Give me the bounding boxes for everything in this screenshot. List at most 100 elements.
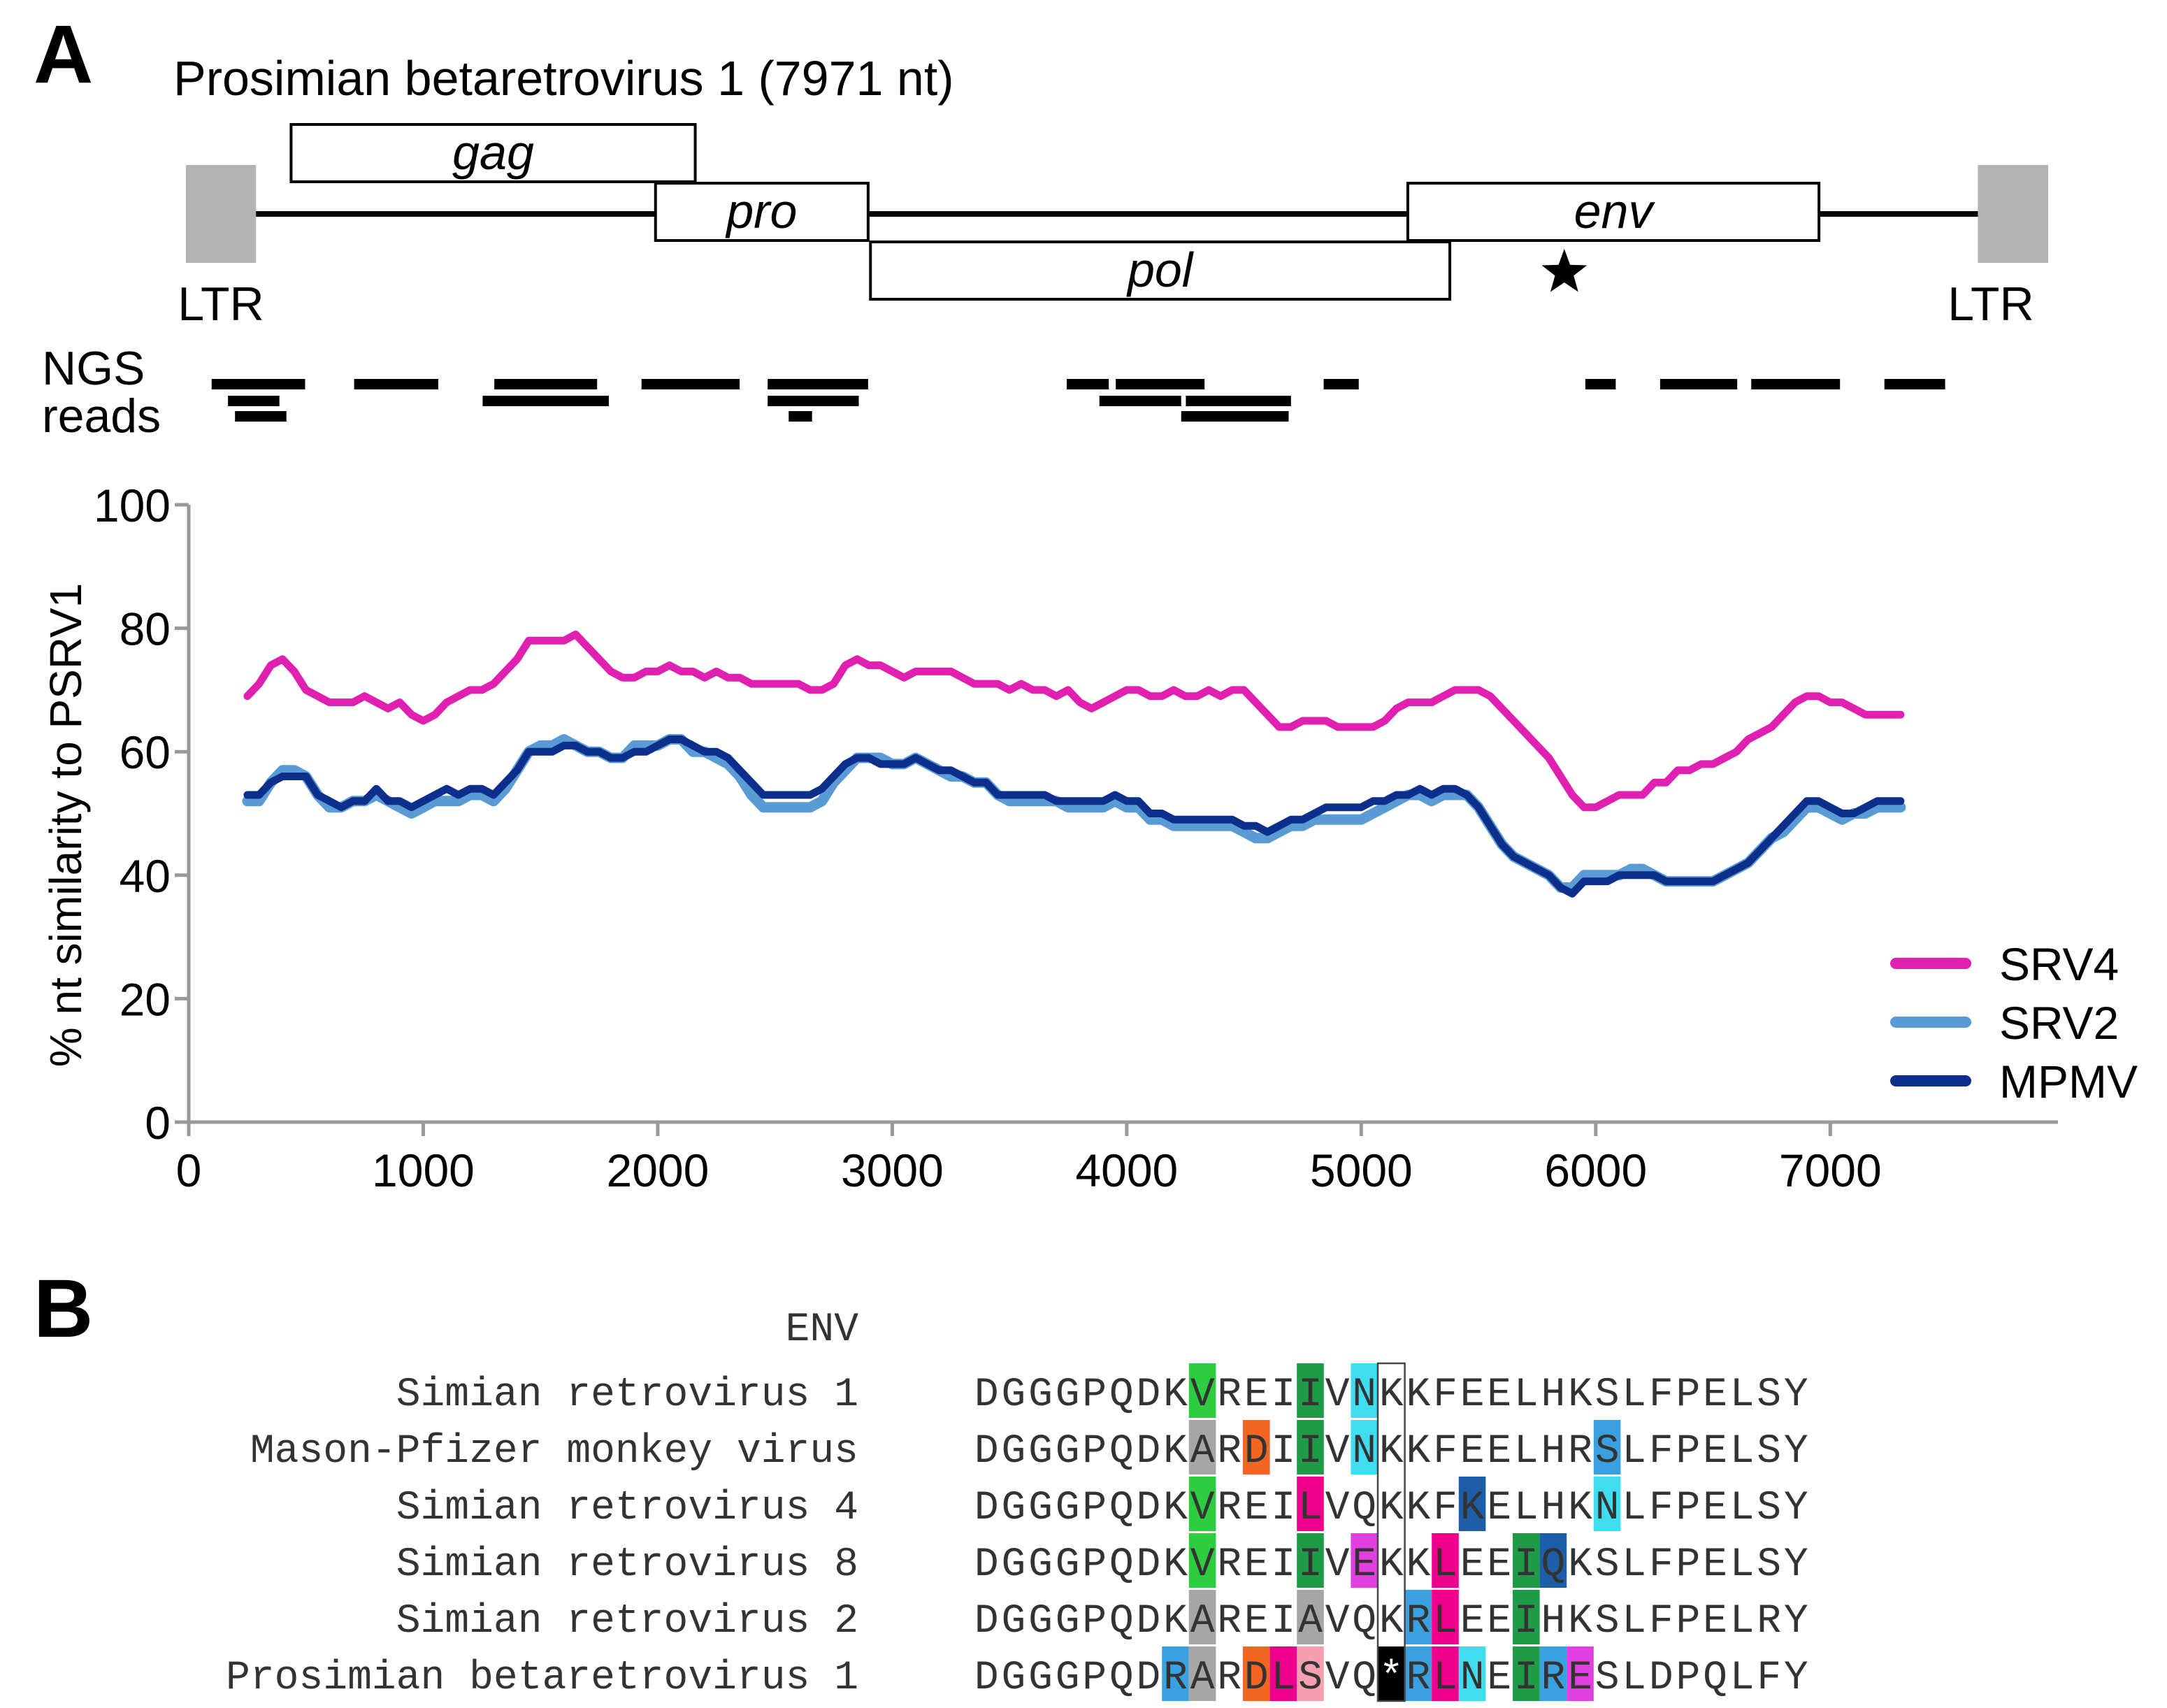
ngs-read [1660, 379, 1738, 389]
residue: N [1352, 1429, 1376, 1474]
residue: D [1244, 1656, 1269, 1701]
genome-title: Prosimian betaretrovirus 1 (7971 nt) [173, 51, 954, 106]
residue-highlight [1297, 1590, 1324, 1644]
ngs-read [1323, 379, 1359, 389]
ngs-label-line1: NGS [42, 342, 145, 395]
residue: G [1056, 1429, 1080, 1474]
residue: V [1325, 1656, 1350, 1701]
residue: H [1541, 1372, 1565, 1418]
genome-body: gag pro env pol [186, 123, 2048, 301]
residue-highlight [1593, 1477, 1621, 1531]
residue: Q [1703, 1656, 1727, 1701]
ngs-read [789, 411, 812, 422]
residue: P [1676, 1599, 1700, 1644]
residue: D [1136, 1372, 1160, 1418]
residue-highlight [1458, 1477, 1486, 1531]
gene-box-pro [654, 182, 870, 242]
residue: G [1028, 1599, 1053, 1644]
residue: K [1163, 1486, 1188, 1531]
residue: R [1406, 1656, 1430, 1701]
residue: G [1056, 1656, 1080, 1701]
residue: G [1028, 1429, 1053, 1474]
residue-highlight [1188, 1590, 1216, 1644]
residue: F [1649, 1486, 1673, 1531]
residue: G [1056, 1372, 1080, 1418]
residue: V [1325, 1429, 1350, 1474]
residue: S [1757, 1372, 1781, 1418]
residue: L [1730, 1372, 1755, 1418]
residue: L [1433, 1656, 1457, 1701]
residue: Q [1109, 1372, 1134, 1418]
residue: Y [1784, 1372, 1808, 1418]
residue: P [1082, 1542, 1107, 1588]
ngs-read [1751, 379, 1841, 389]
residue: Q [1109, 1542, 1134, 1588]
residue: Q [1352, 1656, 1376, 1701]
legend-label-srv4: SRV4 [1999, 938, 2119, 990]
residue: S [1595, 1542, 1620, 1588]
residue: N [1352, 1372, 1376, 1418]
residue: V [1325, 1599, 1350, 1644]
residue: P [1676, 1542, 1700, 1588]
residue-highlight [1243, 1420, 1270, 1474]
residue: D [1136, 1429, 1160, 1474]
residue: R [1217, 1429, 1241, 1474]
residue: E [1703, 1599, 1727, 1644]
residue: G [1001, 1486, 1025, 1531]
y-axis: 0 20 40 60 80 100 [94, 480, 191, 1149]
y-tick-label: 0 [145, 1097, 171, 1149]
residue: S [1595, 1429, 1620, 1474]
ltr-box-0 [186, 165, 257, 263]
genome-map: Prosimian betaretrovirus 1 (7971 nt) gag… [173, 51, 2048, 331]
residue: R [1217, 1372, 1241, 1418]
residue: K [1163, 1429, 1188, 1474]
residue: F [1433, 1372, 1457, 1418]
residue: K [1568, 1372, 1592, 1418]
residue: R [1217, 1542, 1241, 1588]
residue: I [1514, 1599, 1539, 1644]
residue: Y [1784, 1599, 1808, 1644]
x-tick-label: 2000 [607, 1144, 710, 1196]
residue: * [1379, 1656, 1404, 1701]
residue: Y [1784, 1429, 1808, 1474]
residue: L [1730, 1599, 1755, 1644]
residue: F [1649, 1542, 1673, 1588]
residue-highlight [1188, 1420, 1216, 1474]
residue-highlight [1243, 1646, 1270, 1701]
residue: S [1595, 1372, 1620, 1418]
residue: K [1406, 1429, 1430, 1474]
series-line-srv4 [243, 630, 1905, 812]
ngs-read [768, 379, 868, 389]
residue: E [1460, 1372, 1485, 1418]
ngs-read [1116, 379, 1205, 389]
residue: K [1379, 1542, 1404, 1588]
residue: S [1757, 1542, 1781, 1588]
residue: F [1433, 1486, 1457, 1531]
residue: Q [1541, 1542, 1565, 1588]
legend: SRV4 SRV2 MPMV [1890, 938, 2138, 1107]
residue: E [1460, 1542, 1485, 1588]
ngs-read [482, 396, 609, 406]
residue-highlight [1539, 1646, 1567, 1701]
residue: V [1190, 1542, 1215, 1588]
ngs-read [1066, 379, 1109, 389]
residue-highlight [1269, 1646, 1297, 1701]
residue-highlight [1188, 1533, 1216, 1588]
residue-highlight [1297, 1646, 1324, 1701]
residue: P [1082, 1429, 1107, 1474]
residue-highlight [1432, 1646, 1459, 1701]
residue-highlight [1432, 1533, 1459, 1588]
residue: G [1056, 1542, 1080, 1588]
residue-highlight [1351, 1420, 1378, 1474]
residue-highlight [1378, 1646, 1405, 1701]
residue: F [1433, 1429, 1457, 1474]
ngs-track: NGS reads [42, 342, 1945, 443]
residue: Y [1784, 1656, 1808, 1701]
residue: L [1622, 1656, 1646, 1701]
residue-highlight [1297, 1477, 1324, 1531]
residue: E [1487, 1542, 1511, 1588]
residue-highlight [1404, 1590, 1432, 1644]
residue-highlight [1351, 1533, 1378, 1588]
residue: S [1757, 1486, 1781, 1531]
